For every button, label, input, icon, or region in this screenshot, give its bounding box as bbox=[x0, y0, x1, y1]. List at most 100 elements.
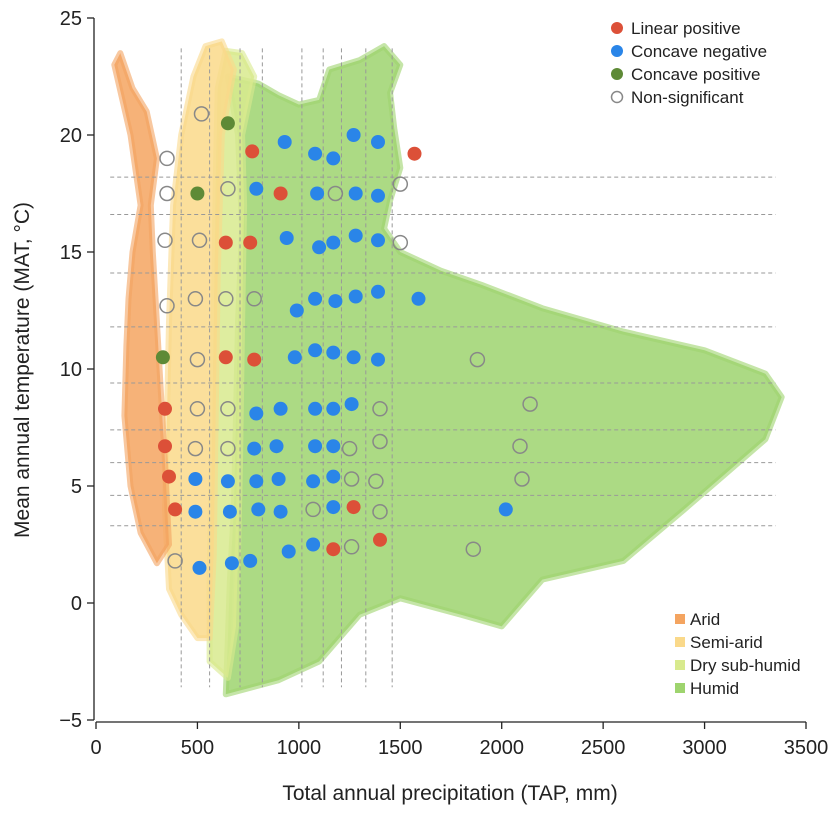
point-non-significant bbox=[191, 232, 208, 249]
point-concave-negative bbox=[326, 401, 341, 416]
point-concave-negative bbox=[271, 472, 286, 486]
point-linear-positive bbox=[346, 500, 361, 515]
point-linear-positive bbox=[158, 439, 172, 454]
point-concave-negative bbox=[249, 406, 264, 421]
point-concave-negative bbox=[498, 502, 513, 517]
point-non-significant bbox=[372, 503, 388, 520]
legend-swatch-dry-sub-humid bbox=[675, 660, 685, 670]
point-non-significant bbox=[246, 291, 262, 307]
point-linear-positive bbox=[162, 469, 176, 484]
point-concave-negative bbox=[328, 294, 343, 309]
point-concave-negative bbox=[346, 128, 361, 142]
point-linear-positive bbox=[273, 186, 288, 201]
point-concave-positive bbox=[155, 350, 170, 365]
point-non-significant bbox=[343, 539, 360, 555]
point-non-significant bbox=[343, 471, 360, 487]
point-linear-positive bbox=[247, 352, 262, 367]
point-concave-negative bbox=[249, 474, 264, 489]
point-non-significant bbox=[187, 440, 204, 457]
point-non-significant bbox=[218, 291, 234, 307]
point-concave-negative bbox=[348, 186, 363, 201]
point-concave-negative bbox=[371, 135, 385, 149]
point-linear-positive bbox=[326, 542, 341, 557]
point-non-significant bbox=[159, 298, 175, 314]
point-non-significant bbox=[187, 291, 204, 307]
point-concave-negative bbox=[371, 233, 385, 248]
point-concave-negative bbox=[243, 553, 258, 568]
point-concave-negative bbox=[188, 504, 203, 519]
region-semi-arid bbox=[162, 38, 237, 642]
legend-label-semi-arid: Semi-arid bbox=[690, 633, 763, 652]
point-concave-negative bbox=[222, 504, 237, 519]
y-tick-label: 25 bbox=[60, 8, 82, 30]
point-non-significant bbox=[465, 541, 482, 557]
point-non-significant bbox=[193, 106, 210, 122]
point-concave-negative bbox=[326, 151, 341, 166]
point-non-significant bbox=[512, 438, 528, 454]
point-concave-negative bbox=[346, 350, 361, 365]
y-tick-label: 20 bbox=[60, 125, 82, 147]
point-non-significant bbox=[220, 440, 236, 457]
x-tick-label: 2000 bbox=[479, 737, 524, 759]
point-concave-negative bbox=[344, 397, 359, 412]
point-concave-negative bbox=[371, 188, 385, 203]
point-non-significant bbox=[189, 351, 206, 368]
point-linear-positive bbox=[168, 502, 183, 517]
point-linear-positive bbox=[218, 235, 233, 250]
point-concave-positive bbox=[220, 116, 235, 131]
legend-swatch-arid bbox=[675, 614, 685, 624]
point-non-significant bbox=[305, 501, 321, 518]
y-tick-label: 5 bbox=[71, 476, 82, 498]
point-concave-negative bbox=[279, 231, 294, 245]
point-concave-negative bbox=[247, 441, 262, 456]
point-linear-positive bbox=[243, 235, 258, 250]
point-concave-negative bbox=[249, 181, 264, 196]
legend-label-non-significant: Non-significant bbox=[631, 88, 744, 107]
point-linear-positive bbox=[158, 401, 172, 416]
point-concave-negative bbox=[273, 401, 288, 416]
x-tick-label: 1500 bbox=[378, 737, 423, 759]
y-tick-label: 10 bbox=[60, 359, 82, 381]
point-linear-positive bbox=[407, 146, 422, 161]
legend-marker-non-significant bbox=[610, 90, 624, 104]
point-concave-negative bbox=[277, 135, 292, 149]
point-concave-negative bbox=[371, 284, 385, 299]
point-non-significant bbox=[157, 232, 173, 249]
point-concave-negative bbox=[326, 469, 341, 484]
point-concave-negative bbox=[308, 291, 323, 306]
point-non-significant bbox=[392, 234, 409, 251]
x-tick-label: 3500 bbox=[784, 737, 829, 759]
aridity-legend: Arid Semi-arid Dry sub-humid Humid bbox=[675, 610, 801, 698]
legend-label-concave-positive: Concave positive bbox=[631, 65, 760, 84]
y-tick-label: 15 bbox=[60, 242, 82, 264]
axes: 0 500 1000 1500 2000 2500 3000 3500 −5 0 5 10 15 20 2… bbox=[59, 8, 828, 759]
grid-lines bbox=[110, 48, 776, 688]
point-concave-negative bbox=[287, 350, 302, 365]
point-concave-negative bbox=[326, 235, 341, 250]
point-non-significant bbox=[392, 176, 409, 192]
point-non-significant bbox=[522, 396, 538, 412]
trend-legend: Linear positive Concave negative Concave… bbox=[610, 19, 767, 107]
point-concave-negative bbox=[308, 343, 323, 358]
point-non-significant bbox=[372, 433, 388, 450]
legend-label-dry-sub-humid: Dry sub-humid bbox=[690, 656, 801, 675]
point-non-significant bbox=[159, 185, 175, 202]
legend-label-concave-negative: Concave negative bbox=[631, 42, 767, 61]
point-concave-positive bbox=[190, 186, 205, 201]
point-concave-negative bbox=[273, 504, 288, 519]
legend-label-arid: Arid bbox=[690, 610, 720, 629]
point-non-significant bbox=[514, 471, 530, 487]
point-concave-negative bbox=[251, 502, 266, 517]
x-tick-label: 3000 bbox=[682, 737, 727, 759]
x-tick-label: 1000 bbox=[277, 737, 322, 759]
point-non-significant bbox=[220, 401, 236, 417]
point-concave-negative bbox=[224, 556, 239, 571]
point-non-significant bbox=[469, 351, 486, 368]
point-concave-negative bbox=[269, 439, 284, 454]
point-concave-negative bbox=[326, 439, 341, 454]
point-concave-negative bbox=[192, 560, 207, 575]
x-axis-ticks: 0 500 1000 1500 2000 2500 3000 3500 bbox=[90, 722, 828, 759]
point-concave-negative bbox=[348, 289, 363, 304]
